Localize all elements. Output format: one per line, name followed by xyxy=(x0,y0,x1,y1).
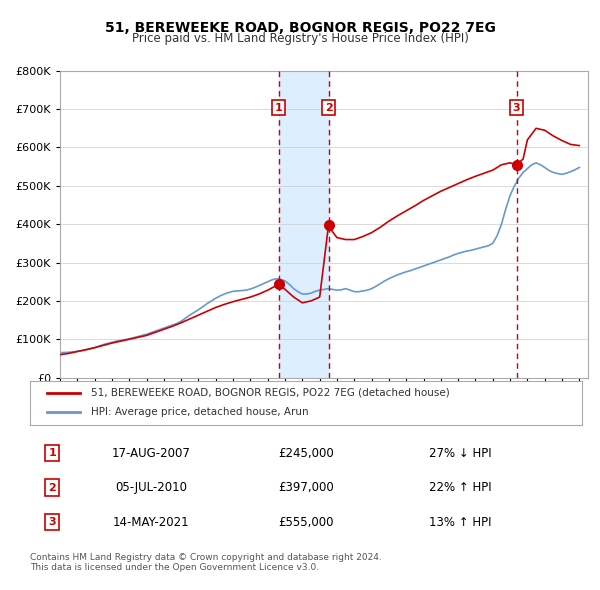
Text: 51, BEREWEEKE ROAD, BOGNOR REGIS, PO22 7EG (detached house): 51, BEREWEEKE ROAD, BOGNOR REGIS, PO22 7… xyxy=(91,388,449,398)
Text: 2: 2 xyxy=(48,483,56,493)
Text: 1: 1 xyxy=(48,448,56,458)
Text: HPI: Average price, detached house, Arun: HPI: Average price, detached house, Arun xyxy=(91,408,308,417)
Text: 22% ↑ HPI: 22% ↑ HPI xyxy=(429,481,492,494)
Text: 05-JUL-2010: 05-JUL-2010 xyxy=(115,481,187,494)
Text: 13% ↑ HPI: 13% ↑ HPI xyxy=(430,516,492,529)
Text: 51, BEREWEEKE ROAD, BOGNOR REGIS, PO22 7EG: 51, BEREWEEKE ROAD, BOGNOR REGIS, PO22 7… xyxy=(104,21,496,35)
Text: £397,000: £397,000 xyxy=(278,481,334,494)
Text: 1: 1 xyxy=(275,103,283,113)
Text: £555,000: £555,000 xyxy=(278,516,334,529)
Text: 17-AUG-2007: 17-AUG-2007 xyxy=(112,447,191,460)
Text: 3: 3 xyxy=(512,103,520,113)
Text: 14-MAY-2021: 14-MAY-2021 xyxy=(113,516,190,529)
Text: Contains HM Land Registry data © Crown copyright and database right 2024.
This d: Contains HM Land Registry data © Crown c… xyxy=(30,553,382,572)
Text: £245,000: £245,000 xyxy=(278,447,334,460)
Text: 2: 2 xyxy=(325,103,332,113)
Text: 3: 3 xyxy=(48,517,56,527)
Text: 27% ↓ HPI: 27% ↓ HPI xyxy=(429,447,492,460)
Text: Price paid vs. HM Land Registry's House Price Index (HPI): Price paid vs. HM Land Registry's House … xyxy=(131,32,469,45)
Bar xyxy=(278,71,329,378)
